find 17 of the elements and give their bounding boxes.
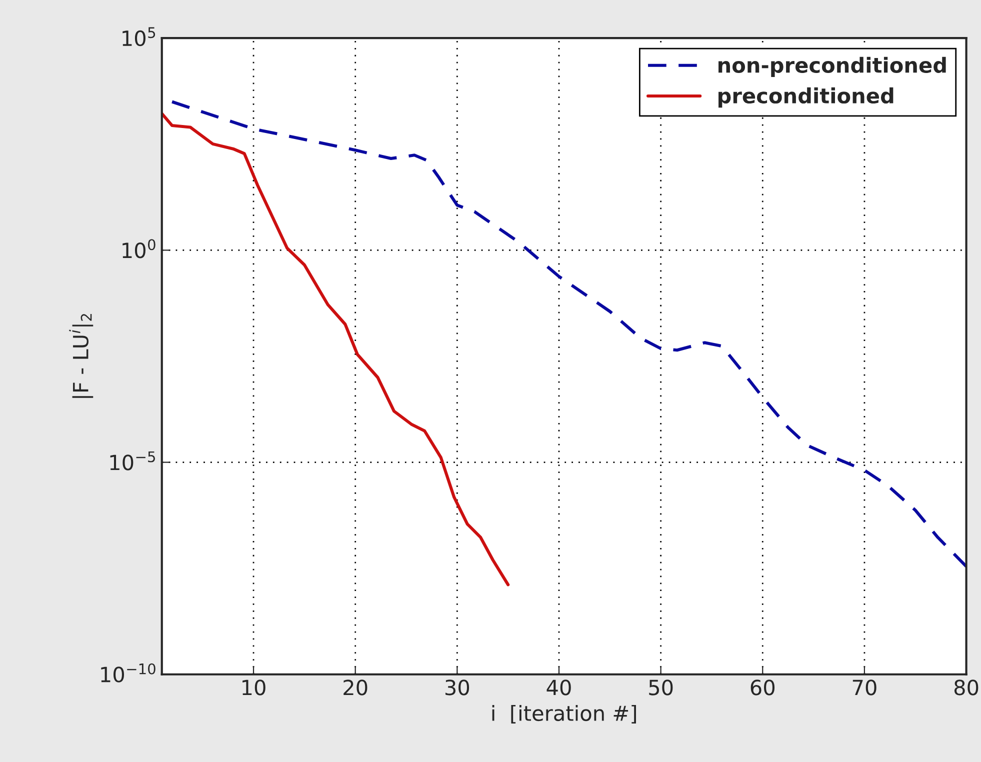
x-tick-label: 70 — [852, 680, 876, 696]
x-axis-title: i [iteration #] — [492, 704, 636, 724]
legend-label: preconditioned — [718, 87, 894, 108]
y-axis-title: |F - LU$^{i}$|$_{2}$ — [69, 314, 94, 398]
x-tick-label: 50 — [649, 680, 673, 696]
legend-label: non-preconditioned — [718, 56, 946, 78]
x-tick-label: 30 — [445, 680, 470, 696]
y-tick-label: 10$^{−5}$ — [110, 451, 155, 470]
y-tick-label: 10$^{0}$ — [122, 239, 156, 258]
x-tick-label: 10 — [242, 680, 266, 696]
line-series — [162, 112, 510, 586]
x-tick-label: 40 — [546, 680, 571, 696]
x-tick-label: 60 — [750, 680, 775, 696]
y-tick-label: 10$^{−10}$ — [101, 663, 156, 682]
y-tick-label: 10$^{5}$ — [122, 27, 156, 46]
x-tick-label: 20 — [344, 680, 368, 696]
x-tick-label: 80 — [954, 680, 978, 696]
